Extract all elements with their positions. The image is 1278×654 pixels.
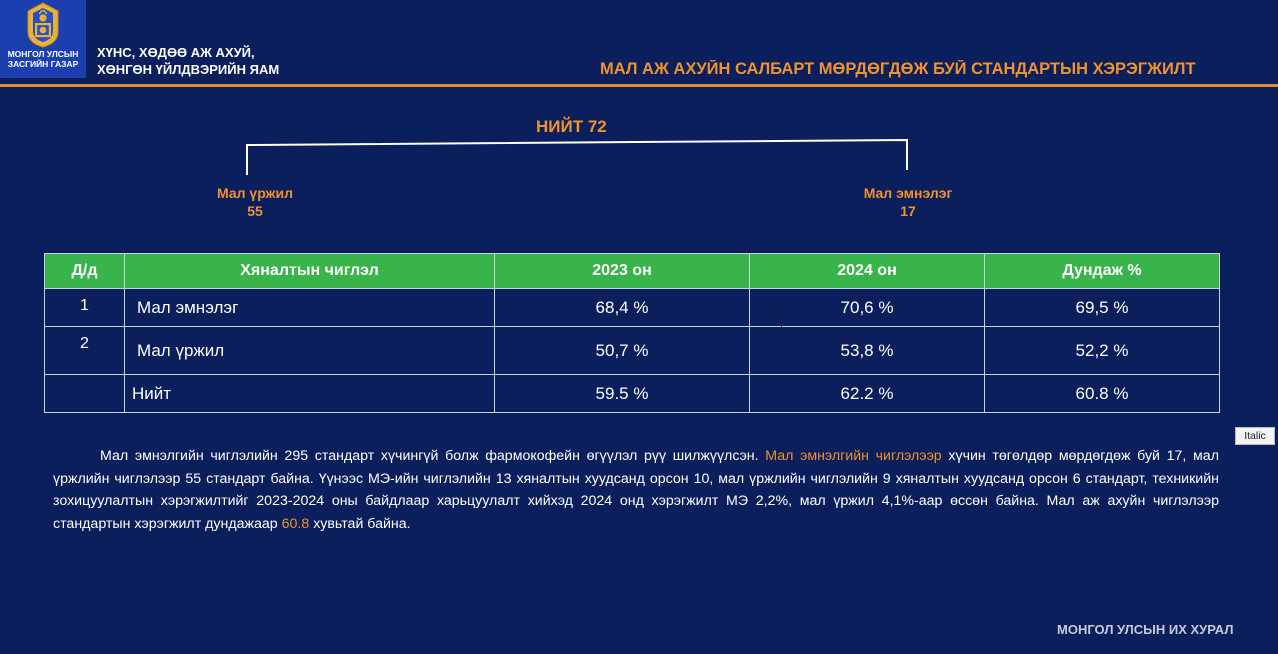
row-name: Мал эмнэлэг: [124, 288, 495, 327]
row-number: [44, 374, 125, 413]
branch-veterinary: Мал эмнэлэг 17: [852, 184, 964, 220]
row-number: 2: [44, 326, 125, 375]
paragraph-highlight-1: Мал эмнэлгийн чиглэлээр: [765, 448, 942, 464]
branch-breeding-label: Мал үржил: [217, 185, 293, 201]
row-value-average: 69,5 %: [984, 288, 1220, 327]
row-value-2024: 70,6 %: [749, 288, 985, 327]
paragraph-text-3: хувьтай байна.: [309, 515, 411, 532]
table-row-total: Нийт 59.5 % 62.2 % 60.8 %: [44, 374, 1220, 413]
row-value-2023: 50,7 %: [494, 326, 750, 375]
branch-veterinary-value: 17: [900, 203, 916, 219]
government-logo: МОНГОЛ УЛСЫН ЗАСГИЙН ГАЗАР: [0, 0, 86, 78]
ministry-name-line2: ХӨНГӨН ҮЙЛДВЭРИЙН ЯАМ: [97, 62, 280, 77]
branch-breeding-value: 55: [247, 203, 263, 219]
row-value-2024: 53,8 %: [749, 326, 985, 375]
summary-bracket: [246, 138, 908, 175]
paragraph-text-1: Мал эмнэлгийн чиглэлийн 295 стандарт хүч…: [100, 448, 766, 464]
total-label: НИЙТ 72: [536, 117, 607, 136]
column-header-2024: 2024 он: [749, 253, 985, 289]
row-value-average: 60.8 %: [984, 374, 1220, 413]
page-title: МАЛ АЖ АХУЙН САЛБАРТ МӨРДӨГДӨЖ БУЙ СТАНД…: [600, 60, 1196, 78]
row-number: 1: [44, 288, 125, 327]
branch-veterinary-label: Мал эмнэлэг: [863, 185, 953, 201]
standards-table: Д/д Хяналтын чиглэл 2023 он 2024 он Дунд…: [44, 253, 1220, 413]
logo-caption: МОНГОЛ УЛСЫН ЗАСГИЙН ГАЗАР: [0, 49, 86, 69]
ministry-name-line1: ХҮНС, ХӨДӨӨ АЖ АХУЙ,: [97, 45, 255, 60]
column-header-2023: 2023 он: [494, 253, 750, 289]
table-row: 2 Мал үржил 50,7 % 53,8 % 52,2 %: [44, 326, 1220, 375]
column-header-direction: Хяналтын чиглэл: [124, 253, 495, 289]
paragraph-highlight-2: 60.8: [281, 515, 310, 532]
text-cursor: [781, 313, 782, 327]
page-header: МОНГОЛ УЛСЫН ЗАСГИЙН ГАЗАР ХҮНС, ХӨДӨӨ А…: [0, 0, 1278, 87]
logo-caption-line1: МОНГОЛ УЛСЫН: [7, 49, 79, 59]
branch-breeding: Мал үржил 55: [207, 184, 303, 220]
ministry-name: ХҮНС, ХӨДӨӨ АЖ АХУЙ, ХӨНГӨН ҮЙЛДВЭРИЙН Я…: [97, 44, 279, 78]
table-header-row: Д/д Хяналтын чиглэл 2023 он 2024 он Дунд…: [44, 253, 1220, 289]
row-value-2023: 59.5 %: [494, 374, 750, 413]
row-name: Мал үржил: [124, 326, 495, 375]
italic-tooltip: Italic: [1235, 427, 1275, 445]
soyombo-emblem-icon: [27, 2, 59, 48]
row-value-2023: 68,4 %: [494, 288, 750, 327]
column-header-average: Дундаж %: [984, 253, 1220, 289]
footer-label: МОНГОЛ УЛСЫН ИХ ХУРАЛ: [1057, 622, 1234, 637]
row-name: Нийт: [124, 374, 495, 413]
logo-caption-line2: ЗАСГИЙН ГАЗАР: [7, 59, 79, 69]
column-header-no: Д/д: [44, 253, 125, 289]
header-divider: [0, 84, 1278, 87]
summary-paragraph: Мал эмнэлгийн чиглэлийн 295 стандарт хүч…: [53, 445, 1219, 535]
paragraph-text-2: хүчин төгөлдөр мөрдөгдөж буй 17, мал үрж…: [53, 448, 1219, 532]
row-value-2024: 62.2 %: [749, 374, 985, 413]
row-value-average: 52,2 %: [984, 326, 1220, 375]
table-row: 1 Мал эмнэлэг 68,4 % 70,6 % 69,5 %: [44, 288, 1220, 327]
